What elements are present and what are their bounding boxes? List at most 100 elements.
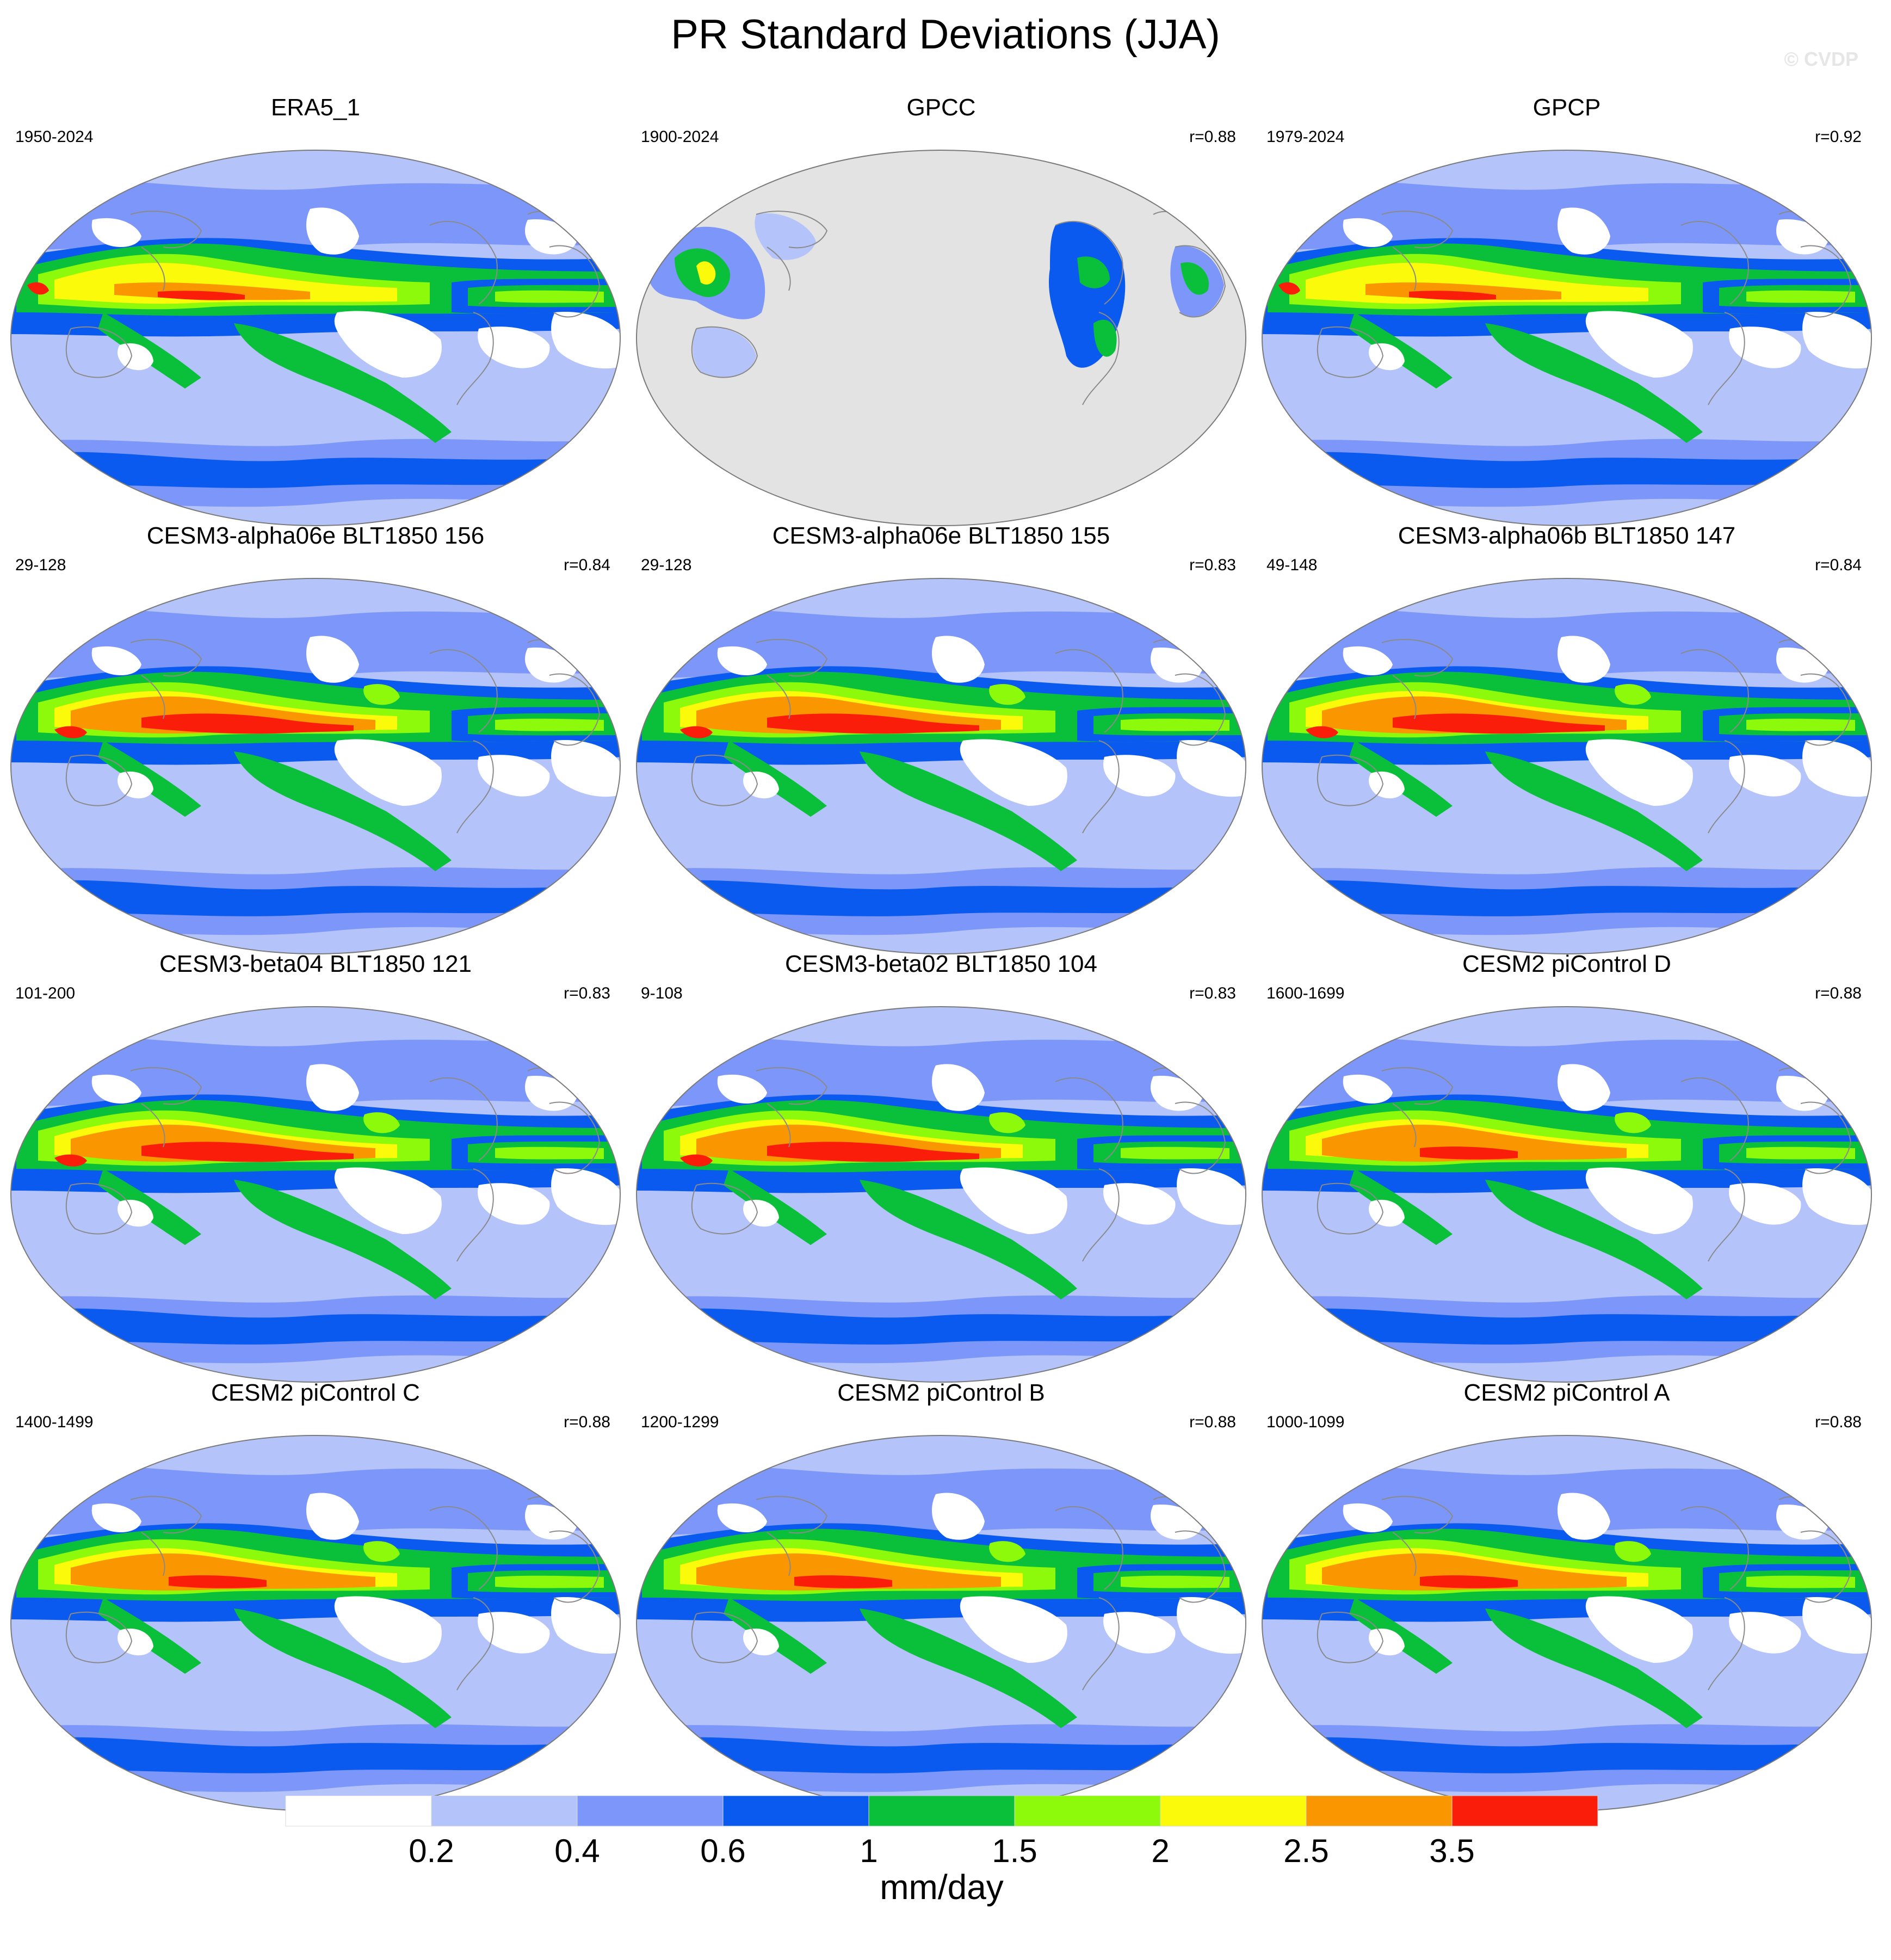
colorbar-swatch-2 — [577, 1796, 724, 1827]
precip-std-map — [10, 1435, 621, 1811]
field-contour-17 — [1177, 1168, 1246, 1225]
panel-title: CESM3-alpha06e BLT1850 155 — [772, 522, 1110, 549]
coastline-4 — [1708, 1168, 1745, 1262]
map-panel: CESM2 piControl D 1600-1699 r=0.88 — [1257, 948, 1877, 1383]
coastline-2 — [65, 1182, 133, 1235]
field-contour-20 — [91, 1074, 141, 1104]
field-contour-16 — [478, 326, 550, 368]
field-contour-11 — [27, 282, 49, 295]
coastline-0 — [1381, 1067, 1454, 1105]
field-contour-2 — [653, 1308, 1229, 1345]
field-contour-5 — [1485, 751, 1703, 871]
coastline-1 — [1392, 1103, 1417, 1148]
field-contour-10 — [1420, 1575, 1518, 1588]
field-contour-15 — [1585, 739, 1693, 806]
coastline-3 — [1680, 649, 1749, 733]
field-contour-16 — [1729, 755, 1801, 797]
coastline-3 — [429, 1506, 498, 1590]
field-contour-10 — [767, 1142, 979, 1162]
panel-title: CESM2 piControl D — [1462, 951, 1671, 977]
field-contour-15 — [960, 1167, 1067, 1234]
coastline-4 — [456, 740, 494, 834]
field-contour-6 — [724, 1598, 827, 1674]
panel-pattern-correlation: r=0.88 — [564, 1413, 610, 1431]
field-contour-6 — [1349, 741, 1453, 817]
field-contour-5 — [1485, 1180, 1703, 1299]
field-contour-10 — [767, 713, 979, 734]
coastline-2 — [1317, 326, 1384, 378]
panel-period: 1600-1699 — [1266, 984, 1345, 1002]
panel-pattern-correlation: r=0.84 — [564, 556, 610, 574]
map-frame — [10, 1006, 621, 1383]
panel-period: 1200-1299 — [641, 1413, 719, 1431]
coastline-3 — [1055, 1506, 1123, 1590]
coastline-3 — [429, 220, 498, 305]
coastline-4 — [1082, 740, 1120, 834]
coastline-4 — [1082, 1168, 1120, 1262]
precip-std-map — [1262, 150, 1872, 526]
coastline-0 — [1381, 211, 1454, 249]
panel-pattern-correlation: r=0.88 — [1815, 984, 1862, 1002]
land-field-8 — [1181, 262, 1209, 295]
coastline-4 — [456, 312, 494, 405]
coastline-3 — [1055, 649, 1123, 733]
field-contour-2 — [1278, 1308, 1855, 1345]
field-contour-20 — [118, 1628, 153, 1656]
map-frame — [10, 150, 621, 526]
field-contour-6 — [724, 1169, 827, 1245]
coastline-4 — [1082, 1597, 1120, 1691]
coastline-1 — [141, 1103, 165, 1148]
coastline-1 — [767, 1103, 791, 1148]
field-contour-18 — [306, 1064, 359, 1111]
field-contour-14 — [334, 1596, 442, 1663]
coastline-0 — [756, 639, 828, 677]
field-contour-16 — [1103, 755, 1176, 797]
map-panel: GPCC 1900-2024 r=0.88 — [631, 91, 1251, 526]
land-field-3 — [755, 213, 816, 260]
coastline-1 — [141, 675, 165, 719]
precip-std-map — [10, 578, 621, 954]
panel-pattern-correlation: r=0.88 — [1189, 1413, 1236, 1431]
field-contour-10 — [141, 1142, 354, 1162]
panel-title: CESM2 piControl B — [837, 1379, 1045, 1406]
map-panel: CESM2 piControl C 1400-1499 r=0.88 — [5, 1377, 626, 1811]
field-contour-15 — [334, 311, 442, 378]
coastline-1 — [1392, 246, 1417, 291]
field-contour-17 — [551, 312, 620, 369]
coastline-2 — [691, 326, 758, 378]
field-contour-15 — [1729, 1612, 1801, 1654]
field-contour-15 — [334, 1167, 442, 1234]
coastline-1 — [1392, 1532, 1417, 1576]
coastline-3 — [1055, 1077, 1123, 1161]
coastline-5 — [1175, 245, 1226, 318]
field-contour-16 — [1802, 1597, 1871, 1654]
field-contour-2 — [1278, 880, 1855, 916]
field-contour-22 — [989, 1112, 1025, 1133]
map-panel: CESM2 piControl B 1200-1299 r=0.88 — [631, 1377, 1251, 1811]
field-contour-5 — [860, 751, 1077, 871]
map-panel: CESM3-beta04 BLT1850 121 101-200 r=0.83 — [5, 948, 626, 1383]
field-contour-2 — [1278, 1737, 1855, 1773]
precip-std-map — [10, 1006, 621, 1383]
map-panel: GPCP 1979-2024 r=0.92 — [1257, 91, 1877, 526]
map-frame — [10, 578, 621, 954]
field-contour-21 — [118, 343, 153, 371]
coastline-3 — [1680, 1077, 1749, 1161]
field-contour-20 — [91, 218, 141, 247]
coastline-4 — [456, 1168, 494, 1262]
colorbar-swatch-1 — [431, 1796, 578, 1827]
map-panel: ERA5_1 1950-2024 — [5, 91, 626, 526]
field-contour-17 — [1802, 740, 1871, 797]
field-contour-11 — [54, 726, 87, 738]
panel-title: CESM3-beta04 BLT1850 121 — [159, 951, 472, 977]
panel-title: GPCP — [1532, 94, 1601, 121]
field-contour-2 — [27, 452, 604, 488]
field-contour-15 — [334, 739, 442, 806]
field-contour-21 — [1369, 343, 1405, 371]
field-contour-6 — [724, 741, 827, 817]
field-contour-13 — [1746, 1575, 1855, 1588]
field-contour-5 — [234, 1180, 452, 1299]
coastline-1 — [767, 246, 791, 291]
panel-pattern-correlation: r=0.88 — [1189, 128, 1236, 146]
field-contour-18 — [306, 636, 359, 683]
